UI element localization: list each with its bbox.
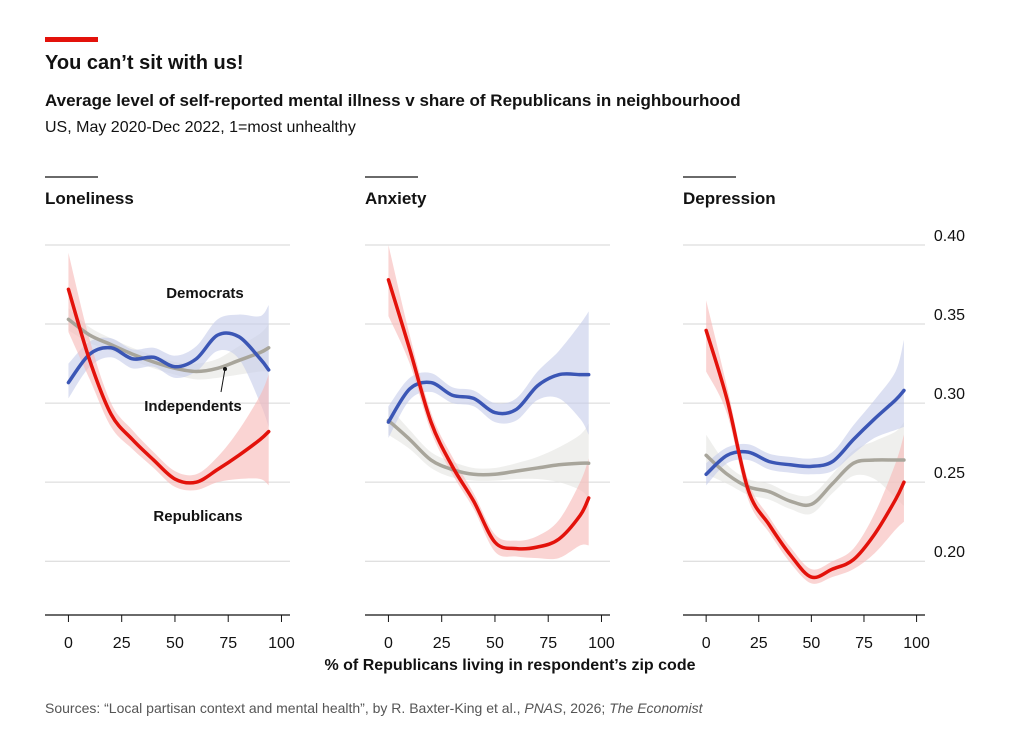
line (704, 328, 906, 580)
title: You can’t sit with us! (45, 52, 244, 74)
x-axis-label: % of Republicans living in respondent’s … (324, 657, 695, 674)
line (704, 388, 906, 477)
line (386, 372, 591, 424)
leader-dot (223, 367, 227, 371)
x-tick-label: 100 (588, 635, 615, 652)
source: Sources: “Local partisan context and men… (45, 700, 703, 716)
line (66, 287, 271, 485)
source-text: , 2026; (562, 700, 610, 716)
confidence-band (706, 339, 904, 486)
series-label: Republicans (153, 508, 242, 525)
subtitle: Average level of self-reported mental il… (45, 91, 741, 110)
line (386, 278, 591, 551)
x-tick-label: 75 (539, 635, 557, 652)
x-tick-label: 75 (219, 635, 237, 652)
y-tick-label: 0.40 (934, 228, 965, 245)
y-tick-label: 0.35 (934, 307, 965, 324)
confidence-band (388, 406, 589, 498)
x-tick-label: 100 (903, 635, 930, 652)
confidence-band (68, 252, 269, 491)
x-tick-label: 25 (113, 635, 131, 652)
y-tick-label: 0.25 (934, 465, 965, 482)
confidence-band (706, 422, 904, 515)
leader-line (220, 368, 226, 393)
x-tick-label: 25 (750, 635, 768, 652)
source-text: PNAS (524, 700, 563, 716)
x-tick-label: 100 (268, 635, 295, 652)
y-tick-label: 0.20 (934, 544, 965, 561)
dateline: US, May 2020-Dec 2022, 1=most unhealthy (45, 119, 356, 136)
x-tick-label: 0 (64, 635, 73, 652)
line (66, 331, 271, 385)
panel-title: Loneliness (45, 189, 134, 208)
confidence-band (388, 311, 589, 438)
panel-title: Depression (683, 189, 776, 208)
source-text: Sources: “Local partisan context and men… (45, 700, 525, 716)
x-tick-label: 0 (384, 635, 393, 652)
y-tick-label: 0.30 (934, 386, 965, 403)
line (704, 453, 906, 508)
panel-title: Anxiety (365, 189, 427, 208)
x-tick-label: 50 (166, 635, 184, 652)
confidence-band (706, 300, 904, 584)
x-tick-label: 25 (433, 635, 451, 652)
series-label: Democrats (166, 285, 244, 302)
x-tick-label: 50 (802, 635, 820, 652)
confidence-band (68, 308, 269, 380)
x-tick-label: 75 (855, 635, 873, 652)
accent-bar (45, 37, 98, 42)
line (386, 418, 591, 477)
series-label: Independents (144, 398, 242, 415)
source-text: The Economist (609, 700, 703, 716)
x-tick-label: 0 (702, 635, 711, 652)
x-tick-label: 50 (486, 635, 504, 652)
